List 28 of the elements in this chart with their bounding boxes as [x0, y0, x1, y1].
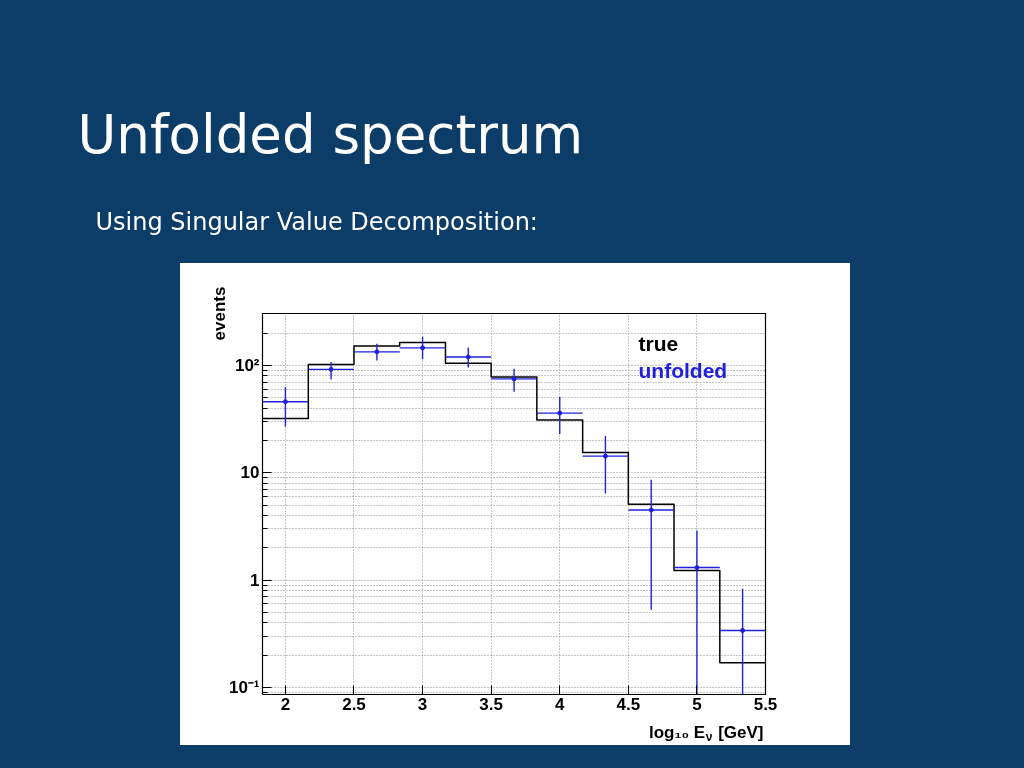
x-tick-label: 5.5: [753, 694, 778, 714]
point: [420, 345, 426, 351]
x-tick-label: 2.5: [342, 694, 366, 714]
text: true: [638, 332, 679, 355]
x-tick-label: 5: [692, 694, 702, 714]
y-tick-label: 10²: [234, 355, 260, 375]
point: [282, 399, 288, 405]
chart-title: Unfolded spectrum: [77, 104, 584, 165]
chart-subtitle: Using Singular Value Decomposition:: [95, 207, 538, 236]
y-tick-label: 10⁻¹: [228, 677, 260, 697]
point: [511, 376, 517, 382]
text: unfolded: [638, 359, 728, 382]
y-axis-title: events: [209, 286, 229, 341]
x-tick-label: 3.5: [479, 694, 503, 714]
y-tick-label: 10: [240, 463, 260, 483]
point: [602, 453, 608, 459]
x-tick-label: 4.5: [616, 694, 641, 714]
point: [374, 349, 380, 355]
x-tick-label: 4: [555, 694, 566, 714]
point: [557, 410, 563, 416]
point: [465, 354, 471, 360]
x-tick-label: 3: [417, 694, 428, 714]
x-tick-label: 2: [280, 694, 291, 714]
point: [694, 565, 700, 571]
point: [740, 627, 746, 633]
y-tick-label: 1: [250, 570, 260, 590]
point: [648, 507, 654, 513]
point: [328, 366, 334, 372]
